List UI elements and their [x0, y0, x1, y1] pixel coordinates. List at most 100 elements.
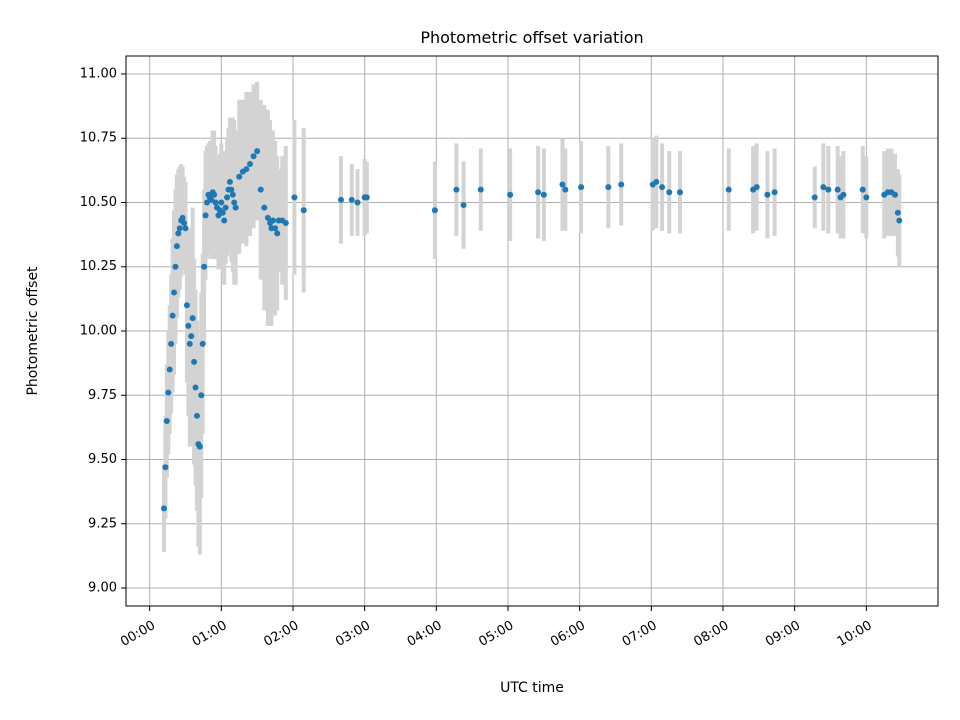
data-point [894, 209, 901, 216]
data-point [354, 199, 361, 206]
data-point [291, 194, 298, 201]
data-point [183, 302, 190, 309]
x-tick-label: 00:00 [118, 618, 158, 650]
data-point [199, 340, 206, 347]
data-point [653, 178, 660, 185]
data-point [535, 189, 542, 196]
data-point [191, 358, 198, 365]
x-tick-label: 06:00 [548, 618, 588, 650]
y-tick-label: 11.00 [80, 66, 117, 81]
data-point [863, 194, 870, 201]
data-point [162, 464, 169, 471]
y-tick-label: 10.00 [80, 324, 117, 339]
grid-layer [126, 56, 938, 606]
data-point [891, 191, 898, 198]
data-point [165, 389, 172, 396]
data-point [676, 189, 683, 196]
y-tick-label: 9.75 [88, 388, 117, 403]
x-tick-label: 01:00 [190, 618, 230, 650]
data-point [201, 263, 208, 270]
data-point [431, 207, 438, 214]
y-axis-label: Photometric offset [25, 266, 41, 396]
y-tick-label: 10.25 [80, 259, 117, 274]
x-axis-label: UTC time [500, 680, 564, 696]
data-point [222, 204, 229, 211]
data-point [825, 186, 832, 193]
x-tick-label: 02:00 [261, 618, 301, 650]
data-point [202, 212, 209, 219]
x-tick-label: 09:00 [763, 618, 803, 650]
data-point [859, 186, 866, 193]
chart-title: Photometric offset variation [420, 28, 643, 47]
data-point [666, 189, 673, 196]
data-point [166, 366, 173, 373]
x-tick-label: 07:00 [620, 618, 660, 650]
data-point [282, 220, 289, 227]
data-point [753, 184, 760, 191]
data-point [172, 263, 179, 270]
data-point [348, 196, 355, 203]
data-point [764, 191, 771, 198]
data-point [229, 191, 236, 198]
data-point [460, 202, 467, 209]
data-point [300, 207, 307, 214]
data-point [264, 214, 271, 221]
data-point [169, 312, 176, 319]
y-tick-label: 10.75 [80, 131, 117, 146]
data-point [186, 340, 193, 347]
data-point [193, 412, 200, 419]
data-point [182, 225, 189, 232]
data-point [175, 230, 182, 237]
data-point [221, 217, 228, 224]
data-point [261, 204, 268, 211]
data-point [562, 186, 569, 193]
y-tick-label: 10.50 [80, 195, 117, 210]
data-point [211, 191, 218, 198]
y-tick-label: 9.00 [88, 581, 117, 596]
x-tick-label: 05:00 [476, 618, 516, 650]
data-point [196, 443, 203, 450]
data-point [605, 184, 612, 191]
data-point [179, 214, 186, 221]
data-point [185, 322, 192, 329]
data-point [725, 186, 732, 193]
data-point [243, 166, 250, 173]
data-point [160, 505, 167, 512]
data-point [896, 217, 903, 224]
data-point [228, 186, 235, 193]
data-point [820, 184, 827, 191]
data-point [338, 196, 345, 203]
data-point [559, 181, 566, 188]
x-tick-label: 08:00 [691, 618, 731, 650]
data-point [188, 333, 195, 340]
data-point [163, 417, 170, 424]
point-layer [160, 148, 903, 512]
data-point [171, 289, 178, 296]
x-tick-label: 03:00 [333, 618, 373, 650]
data-point [192, 384, 199, 391]
data-point [257, 186, 264, 193]
data-point [363, 194, 370, 201]
data-point [168, 340, 175, 347]
data-point [578, 184, 585, 191]
data-point [477, 186, 484, 193]
data-point [250, 153, 257, 160]
data-point [274, 230, 281, 237]
data-point [219, 209, 226, 216]
data-point [771, 189, 778, 196]
data-point [218, 199, 225, 206]
data-point [269, 217, 276, 224]
data-point [173, 243, 180, 250]
data-point [507, 191, 514, 198]
data-point [181, 220, 188, 227]
y-tick-label: 9.50 [88, 452, 117, 467]
x-tick-label: 04:00 [405, 618, 445, 650]
data-point [840, 191, 847, 198]
data-point [272, 225, 279, 232]
data-point [834, 186, 841, 193]
data-point [176, 225, 183, 232]
data-point [198, 392, 205, 399]
data-point [618, 181, 625, 188]
data-point [246, 160, 253, 167]
